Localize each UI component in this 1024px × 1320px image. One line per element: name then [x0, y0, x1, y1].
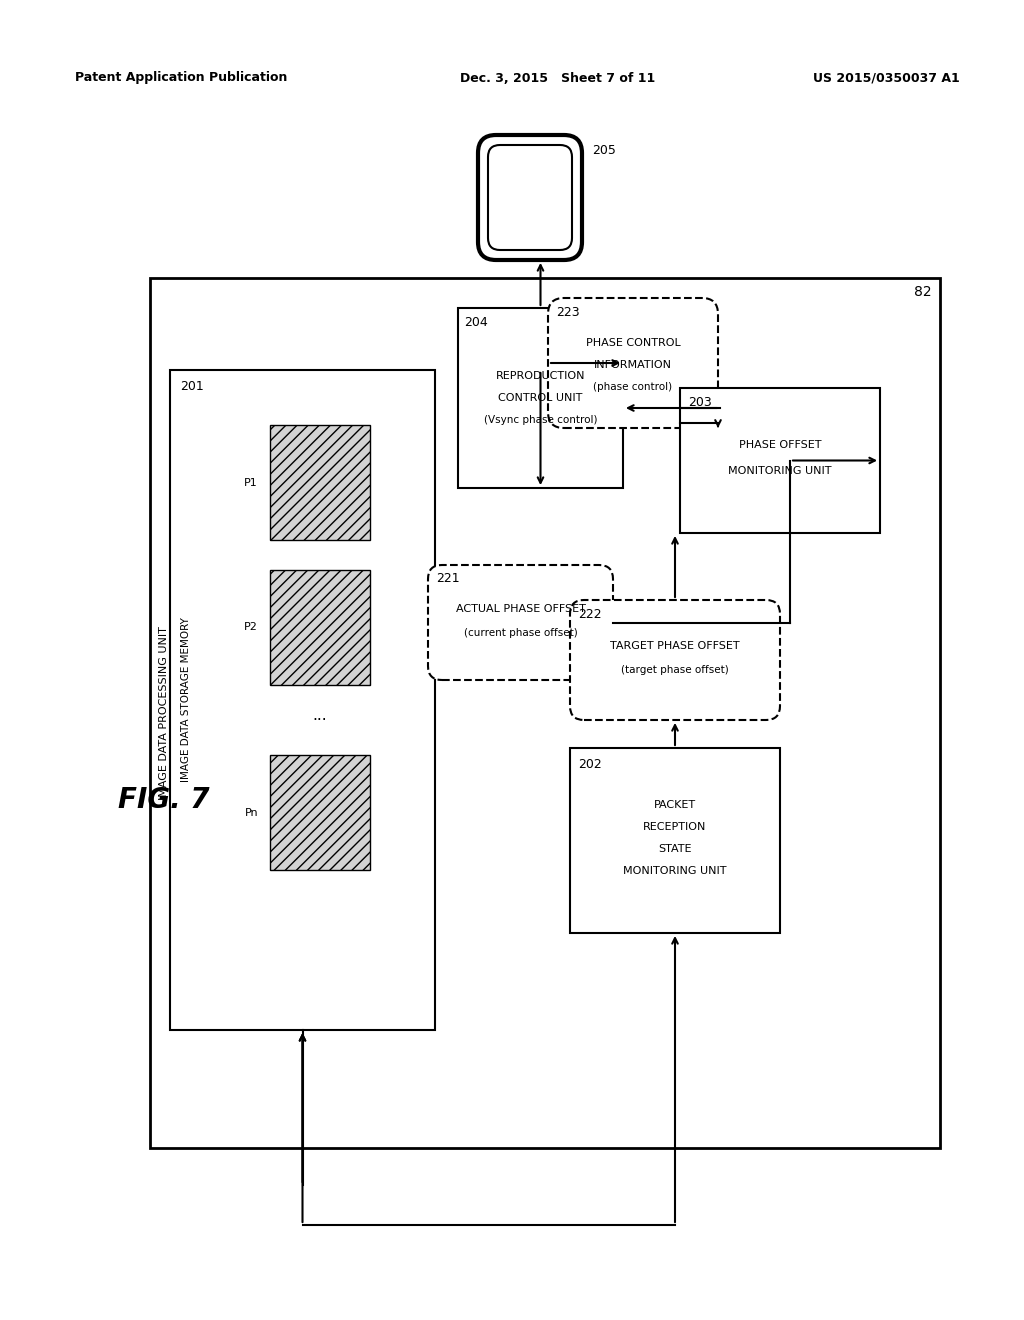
- Bar: [270, 755, 370, 870]
- Text: MONITORING UNIT: MONITORING UNIT: [728, 466, 831, 475]
- Text: ...: ...: [312, 708, 328, 722]
- Bar: [458, 308, 623, 488]
- Text: 221: 221: [436, 573, 460, 586]
- Text: 222: 222: [578, 607, 602, 620]
- Text: 202: 202: [578, 758, 602, 771]
- Text: 203: 203: [688, 396, 712, 408]
- Text: PHASE CONTROL: PHASE CONTROL: [586, 338, 680, 348]
- Bar: [680, 388, 880, 533]
- Text: IMAGE DATA STORAGE MEMORY: IMAGE DATA STORAGE MEMORY: [181, 618, 191, 783]
- Text: PACKET: PACKET: [654, 800, 696, 810]
- Text: REPRODUCTION: REPRODUCTION: [496, 371, 586, 381]
- Text: IMAGE DATA PROCESSING UNIT: IMAGE DATA PROCESSING UNIT: [159, 626, 169, 800]
- Text: (current phase offset): (current phase offset): [464, 627, 578, 638]
- Text: TARGET PHASE OFFSET: TARGET PHASE OFFSET: [610, 642, 739, 651]
- Text: 204: 204: [464, 315, 487, 329]
- Text: P2: P2: [244, 623, 258, 632]
- FancyBboxPatch shape: [570, 601, 780, 719]
- Text: Patent Application Publication: Patent Application Publication: [75, 71, 288, 84]
- Text: INFORMATION: INFORMATION: [594, 360, 672, 370]
- Text: Dec. 3, 2015   Sheet 7 of 11: Dec. 3, 2015 Sheet 7 of 11: [460, 71, 655, 84]
- FancyBboxPatch shape: [488, 145, 572, 249]
- Bar: [270, 570, 370, 685]
- Text: PHASE OFFSET: PHASE OFFSET: [738, 440, 821, 450]
- Text: CONTROL UNIT: CONTROL UNIT: [499, 393, 583, 403]
- Text: 201: 201: [180, 380, 204, 392]
- FancyBboxPatch shape: [478, 135, 582, 260]
- Bar: [170, 370, 435, 1030]
- Text: ACTUAL PHASE OFFSET: ACTUAL PHASE OFFSET: [456, 603, 586, 614]
- Text: MONITORING UNIT: MONITORING UNIT: [624, 866, 727, 876]
- FancyBboxPatch shape: [428, 565, 613, 680]
- Text: 205: 205: [592, 144, 615, 157]
- Bar: [150, 279, 940, 1148]
- Text: (phase control): (phase control): [594, 381, 673, 392]
- Text: 223: 223: [556, 305, 580, 318]
- Text: (target phase offset): (target phase offset): [622, 665, 729, 675]
- Text: US 2015/0350037 A1: US 2015/0350037 A1: [813, 71, 961, 84]
- Text: FIG. 7: FIG. 7: [118, 785, 210, 814]
- Bar: [570, 748, 780, 933]
- FancyBboxPatch shape: [548, 298, 718, 428]
- Text: (Vsync phase control): (Vsync phase control): [483, 414, 597, 425]
- Text: STATE: STATE: [658, 845, 692, 854]
- Bar: [270, 425, 370, 540]
- Text: 82: 82: [914, 285, 932, 300]
- Text: RECEPTION: RECEPTION: [643, 822, 707, 833]
- Text: Pn: Pn: [245, 808, 258, 817]
- Text: P1: P1: [245, 478, 258, 487]
